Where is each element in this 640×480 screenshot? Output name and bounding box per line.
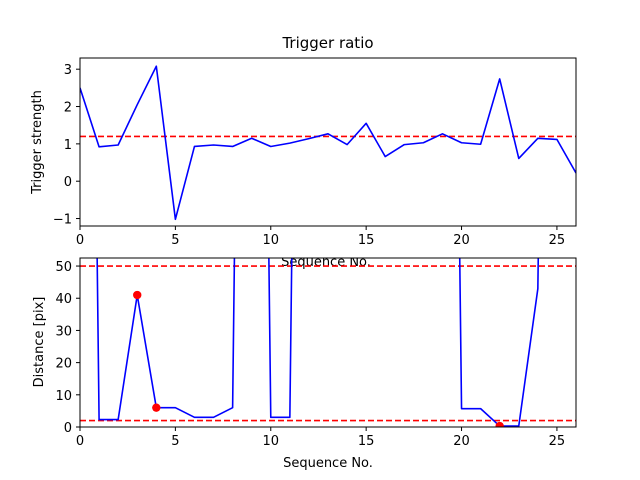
x-tick-label-bottom-5: 25 — [549, 434, 566, 449]
x-tick-label-bottom-4: 20 — [453, 434, 470, 449]
plot-area-top — [80, 65, 576, 221]
y-tick-label-bottom-1: 10 — [55, 389, 72, 404]
top-plot: 0 5 10 15 20 25 −1 0 1 2 3 — [53, 57, 577, 248]
plot-area-bottom — [80, 258, 576, 427]
marker-point-bottom-1 — [152, 403, 161, 412]
chart-title-top: Trigger ratio — [281, 34, 373, 52]
y-tick-label-bottom-5: 50 — [55, 260, 72, 275]
series-line-top-0 — [80, 65, 576, 221]
axes-frame-bottom — [79, 257, 577, 428]
axes-frame-top — [79, 57, 577, 227]
y-tick-label-bottom-3: 30 — [55, 324, 72, 339]
y-tick-label-top-2: 1 — [64, 138, 72, 153]
y-tick-label-bottom-4: 40 — [55, 292, 72, 307]
x-axis-label-bottom: Sequence No. — [283, 456, 373, 471]
x-tick-label-top-0: 0 — [76, 233, 84, 248]
y-tick-label-top-0: −1 — [53, 213, 72, 228]
y-tick-label-bottom-2: 20 — [55, 357, 72, 372]
marker-point-bottom-0 — [133, 290, 142, 300]
y-tick-label-bottom-0: 0 — [64, 421, 72, 436]
x-tick-label-bottom-1: 5 — [171, 434, 179, 449]
x-tick-label-top-5: 25 — [549, 233, 566, 248]
x-tick-label-top-3: 15 — [358, 233, 375, 248]
y-tick-label-top-1: 0 — [64, 175, 72, 190]
x-axis-label-top: Sequence No. — [281, 255, 371, 270]
marker-point-bottom-2 — [495, 421, 504, 427]
x-tick-label-bottom-0: 0 — [76, 434, 84, 449]
x-tick-label-top-4: 20 — [453, 233, 470, 248]
y-tick-label-top-3: 2 — [64, 101, 72, 116]
x-tick-label-bottom-3: 15 — [358, 434, 375, 449]
x-tick-label-top-2: 10 — [262, 233, 279, 248]
x-tick-label-top-1: 5 — [171, 233, 179, 248]
y-tick-label-top-4: 3 — [64, 63, 72, 78]
x-tick-label-bottom-2: 10 — [262, 434, 279, 449]
subplot-gap — [0, 253, 640, 258]
bottom-plot: 0 5 10 15 20 25 0 10 20 30 40 50 — [55, 257, 577, 449]
y-axis-label-bottom: Distance [pix] — [32, 297, 47, 388]
y-axis-label-top: Trigger strength — [30, 90, 45, 195]
